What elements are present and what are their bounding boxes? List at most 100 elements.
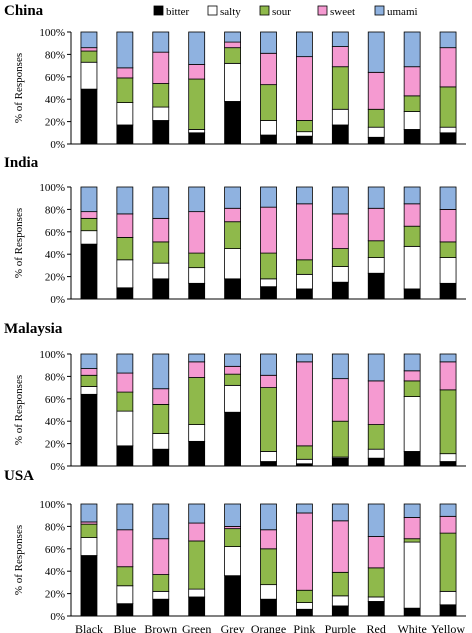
y-tick-label: 60% (45, 227, 65, 239)
bar-segment-brown-sweet (152, 538, 170, 575)
bar-segment-blue-sour (116, 566, 134, 587)
bar-segment-grey-umami (224, 503, 241, 527)
bar-segment-green-salty (188, 267, 206, 284)
bar-segment-purple-sweet (331, 46, 349, 68)
bar-segment-purple-sweet (331, 520, 349, 573)
bar-segment-pink-sweet (296, 56, 313, 121)
bar-segment-orange-salty (260, 584, 277, 600)
bar-segment-yellow-bitter (439, 282, 457, 300)
bar-segment-purple-bitter (331, 124, 349, 145)
bar-segment-purple-salty (331, 108, 349, 126)
bar-segment-red-umami (367, 31, 385, 73)
x-category-label: White (397, 622, 426, 633)
bar-segment-grey-bitter (224, 575, 241, 617)
x-category-label: Brown (144, 622, 177, 633)
bar-segment-blue-umami (116, 353, 134, 374)
bar-segment-white-umami (403, 503, 421, 518)
bar-segment-brown-salty (152, 106, 170, 121)
bar-segment-purple-umami (331, 31, 349, 47)
bar-segment-black-sour (80, 217, 98, 232)
bar-segment-orange-umami (260, 503, 277, 531)
bar-segment-red-sweet (367, 71, 385, 110)
bar-segment-purple-sour (331, 571, 349, 597)
bar-segment-black-umami (80, 31, 98, 49)
x-category-label: Black (75, 622, 103, 633)
bar-segment-black-salty (80, 537, 98, 556)
bar-segment-brown-bitter (152, 448, 170, 467)
bar-segment-pink-bitter (296, 288, 313, 300)
bar-segment-white-sweet (403, 203, 421, 227)
bar-segment-blue-salty (116, 102, 134, 126)
bar-segment-red-umami (367, 186, 385, 209)
bar-segment-grey-sour (224, 528, 241, 547)
bar-segment-green-sour (188, 78, 206, 130)
bar-segment-orange-sour (260, 84, 277, 121)
bar-segment-purple-umami (331, 186, 349, 215)
bar-segment-orange-sour (260, 548, 277, 586)
bar-segment-orange-bitter (260, 461, 277, 467)
y-tick-label: 20% (45, 589, 65, 601)
bar-segment-grey-umami (224, 186, 241, 209)
bar-segment-purple-sour (331, 248, 349, 267)
bar-segment-grey-sweet (224, 207, 241, 223)
bar-segment-brown-sweet (152, 51, 170, 84)
bar-segment-blue-bitter (116, 445, 134, 467)
bar-segment-pink-bitter (296, 135, 313, 145)
bar-segment-green-bitter (188, 282, 206, 300)
x-category-label: Yellow (431, 622, 465, 633)
panel-india: India % of Responses 0% 20% 40% 60% 80% 100% (4, 155, 466, 306)
legend-item-bitter: bitter (153, 5, 190, 18)
y-tick-label: 80% (45, 204, 65, 216)
bar-segment-black-umami (80, 353, 98, 369)
panel-title: India (4, 155, 39, 171)
legend-label-salty: salty (220, 6, 241, 18)
bar-segment-yellow-sweet (439, 361, 457, 391)
x-category-label: Red (367, 622, 386, 633)
bar-segment-black-bitter (80, 243, 98, 300)
bar-segment-green-bitter (188, 132, 206, 145)
bar-segment-red-umami (367, 353, 385, 382)
x-category-label: Purple (325, 622, 356, 633)
bar-segment-red-salty (367, 257, 385, 274)
legend-swatch-sour (259, 5, 270, 16)
bar-segment-pink-salty (296, 131, 313, 137)
bar-segment-yellow-umami (439, 353, 457, 363)
bar-segment-red-sour (367, 240, 385, 258)
bar-segment-white-salty (403, 111, 421, 130)
bar-segment-orange-sweet (260, 206, 277, 254)
bar-segment-purple-sour (331, 66, 349, 110)
bar-segment-blue-umami (116, 186, 134, 215)
bar-segment-blue-umami (116, 503, 134, 531)
bar-segment-brown-bitter (152, 278, 170, 300)
bar-segment-brown-umami (152, 31, 170, 53)
bar-segment-yellow-sweet (439, 515, 457, 534)
bar-segment-pink-bitter (296, 608, 313, 617)
bar-segment-purple-umami (331, 503, 349, 522)
bar-segment-orange-umami (260, 31, 277, 54)
y-tick-label: 40% (45, 249, 65, 261)
bar-segment-purple-sweet (331, 213, 349, 250)
bar-segment-brown-umami (152, 186, 170, 219)
bar-segment-blue-bitter (116, 124, 134, 145)
panel-malaysia: Malaysia % of Responses 0% 20% 40% 60% 80% 100% (4, 321, 466, 473)
bar-segment-yellow-salty (439, 257, 457, 284)
bar-segment-black-salty (80, 386, 98, 395)
bar-segment-green-sweet (188, 64, 206, 80)
bar-segment-yellow-bitter (439, 132, 457, 145)
y-tick-label: 100% (39, 182, 65, 194)
bar-segment-pink-umami (296, 353, 313, 363)
bar-segment-green-sour (188, 377, 206, 425)
bar-segment-red-sweet (367, 380, 385, 425)
y-tick-label: 0% (50, 139, 65, 151)
legend-swatch-salty (207, 5, 218, 16)
bar-segment-brown-sweet (152, 217, 170, 243)
bar-segment-blue-bitter (116, 287, 134, 300)
y-axis-label: % of Responses (13, 208, 25, 278)
bar-segment-grey-salty (224, 62, 241, 102)
bar-segment-orange-sweet (260, 529, 277, 550)
bar-segment-blue-sweet (116, 529, 134, 568)
bar-segment-white-sour (403, 225, 421, 247)
bar-segment-red-sour (367, 567, 385, 598)
bar-segment-brown-bitter (152, 598, 170, 617)
